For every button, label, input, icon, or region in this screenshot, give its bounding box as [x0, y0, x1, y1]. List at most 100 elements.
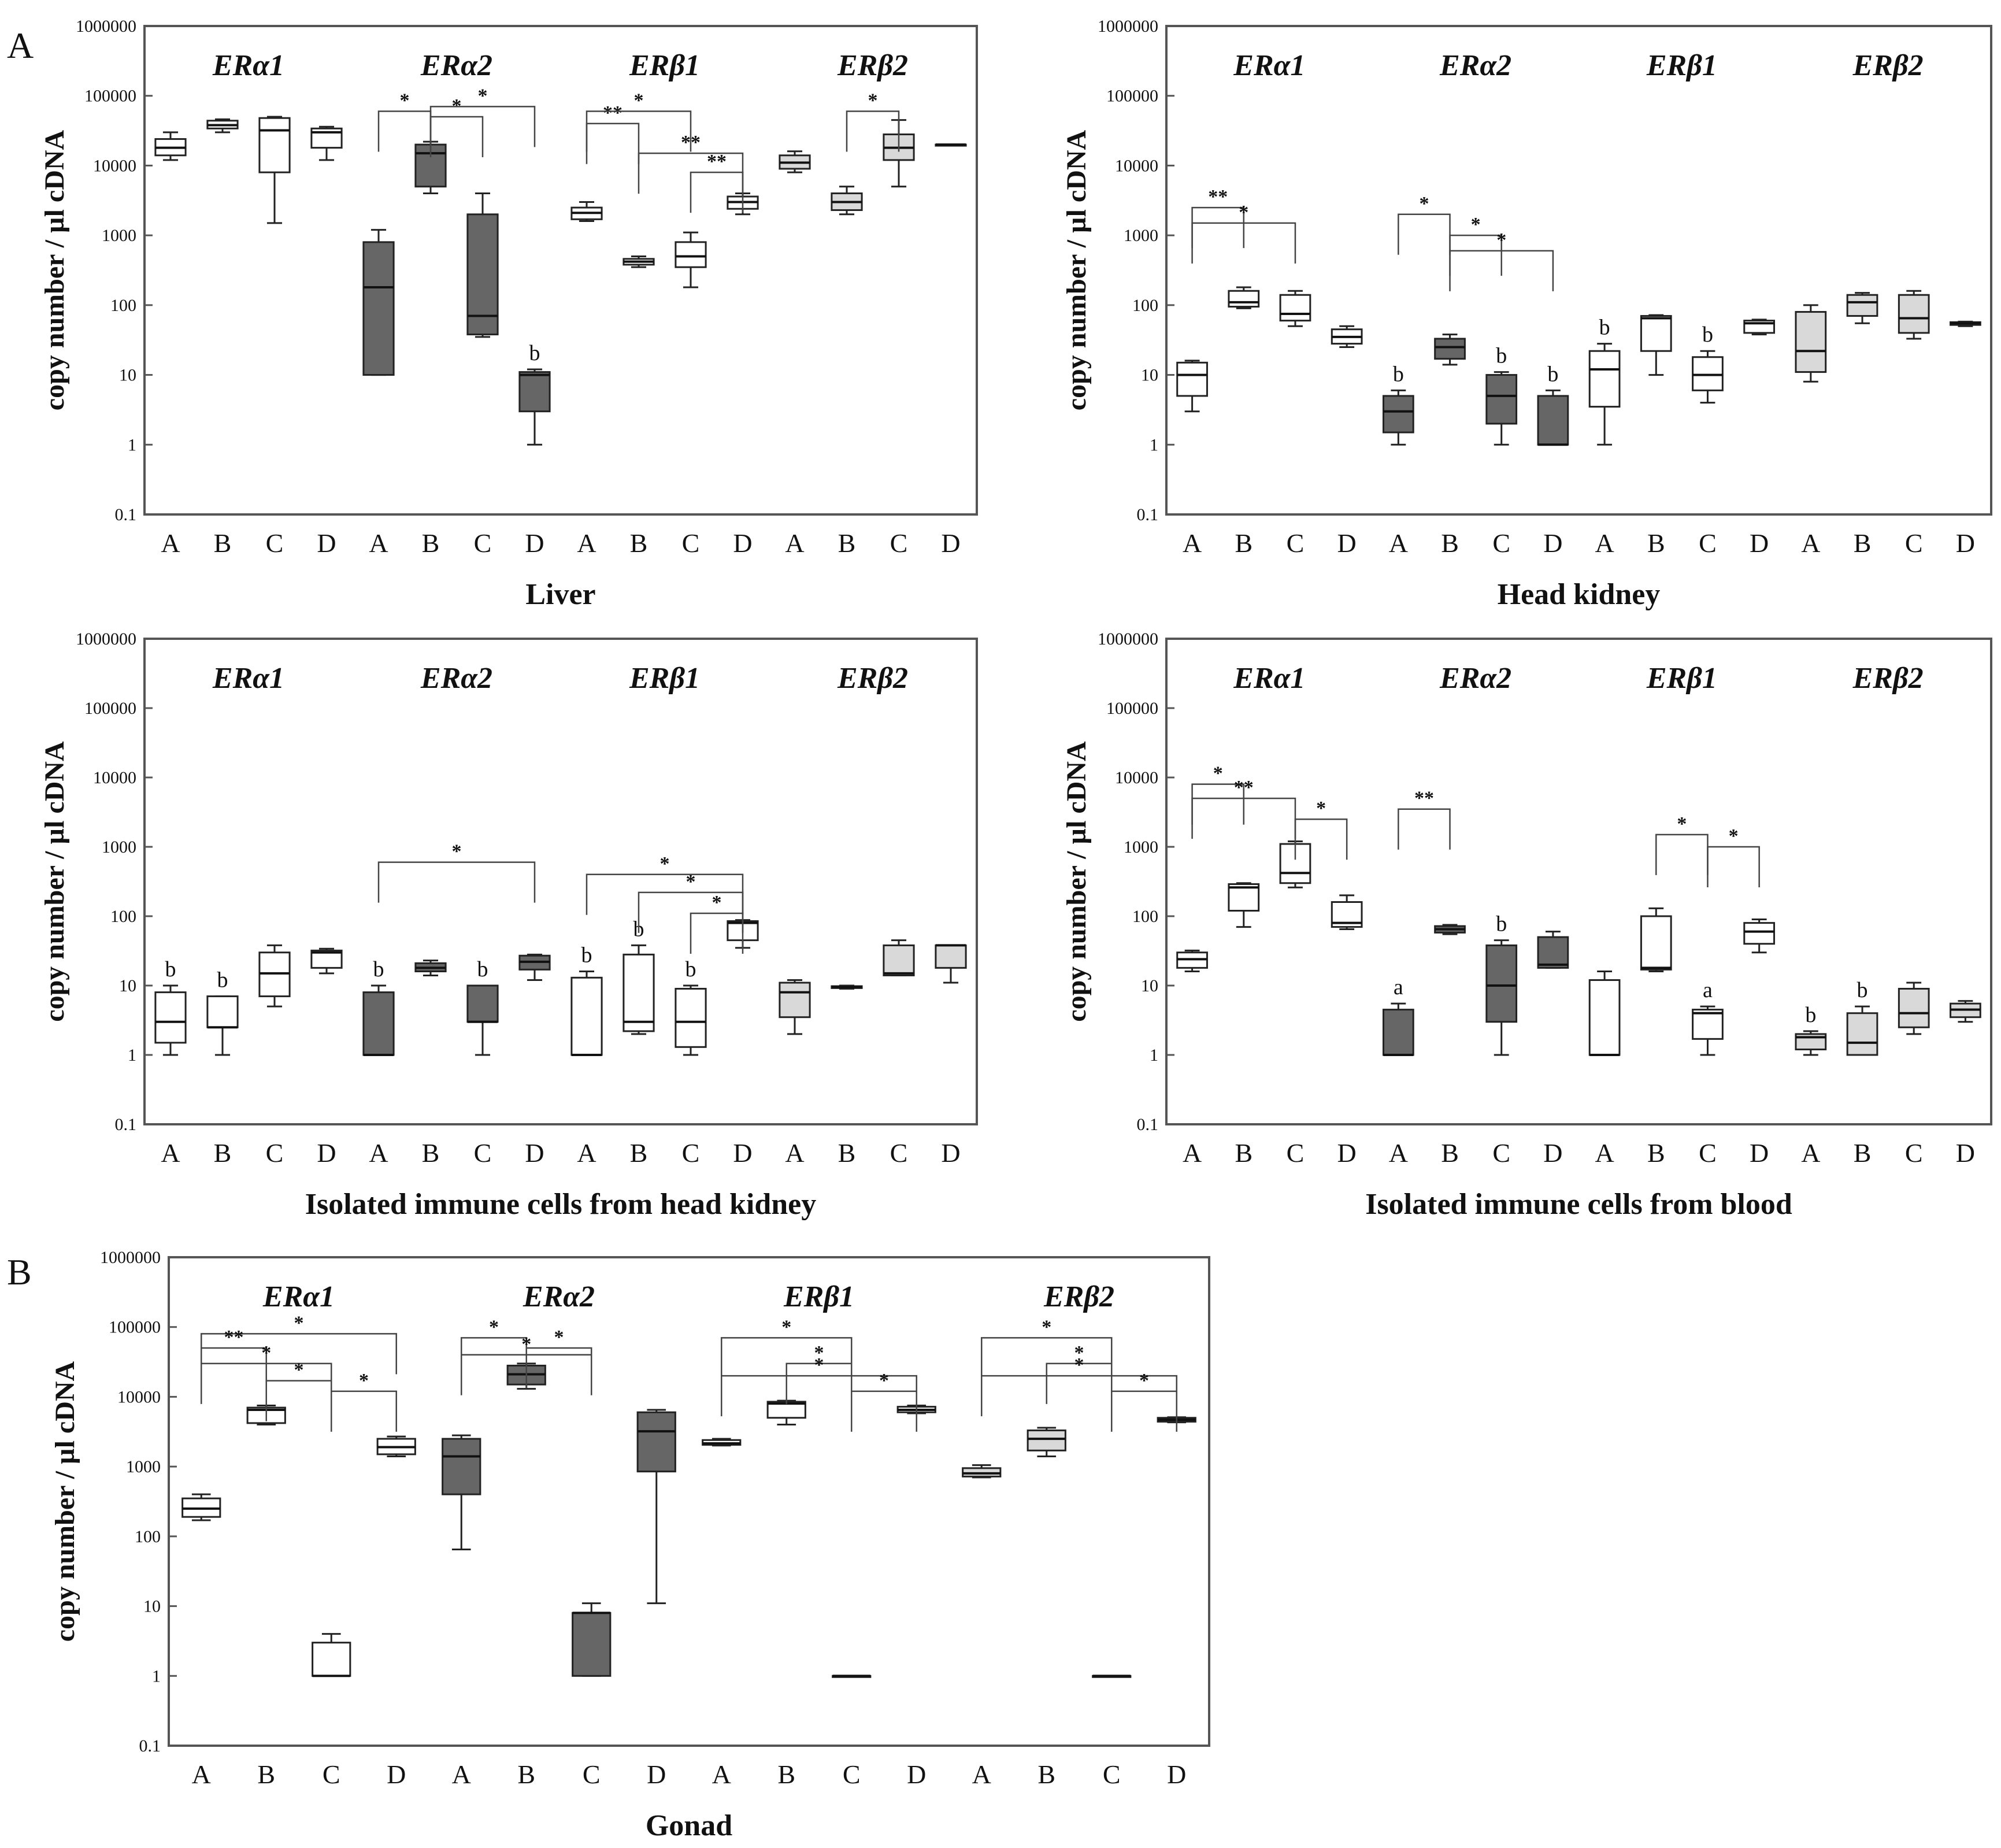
box-plot — [154, 131, 187, 161]
box-iqr — [1640, 315, 1672, 352]
box-iqr — [1228, 290, 1260, 308]
box-plot — [766, 1399, 806, 1425]
box-iqr — [1743, 922, 1776, 945]
box-plot — [935, 944, 967, 984]
gene-group-label: ERβ2 — [1043, 1280, 1114, 1313]
box-plot — [831, 984, 863, 990]
significance-mark: * — [261, 1342, 271, 1364]
significance-letter: b — [373, 957, 384, 982]
x-tick-label: D — [1543, 1138, 1562, 1168]
x-tick-label: A — [1595, 528, 1614, 558]
significance-letter: b — [1547, 362, 1558, 386]
y-tick-label: 1000000 — [100, 1248, 161, 1267]
x-tick-label: B — [838, 528, 856, 558]
significance-mark: ** — [1414, 788, 1434, 809]
x-tick-label: A — [577, 528, 596, 558]
box-plot — [1434, 924, 1466, 935]
y-tick-label: 100 — [110, 296, 136, 315]
x-tick-label: D — [941, 528, 960, 558]
box-iqr — [518, 371, 551, 413]
chart-head-kidney: 1000000 100000 10000 1000 100 10 1 0.1 copy numb… — [1061, 17, 1992, 611]
x-tick-label: D — [647, 1760, 666, 1789]
box-iqr — [1382, 395, 1414, 434]
x-tick-label: C — [1492, 528, 1510, 558]
significance-bracket: * — [1449, 229, 1554, 291]
x-tick-label: C — [474, 1138, 492, 1168]
box-plot — [1846, 292, 1878, 324]
box-iqr — [1846, 1012, 1878, 1056]
box-plot — [1092, 1675, 1132, 1678]
box-plot — [1640, 907, 1672, 973]
x-tick-label: D — [1750, 1138, 1769, 1168]
box-plot — [1228, 882, 1260, 928]
box-plot — [1743, 319, 1776, 336]
x-tick-label: C — [474, 528, 492, 558]
x-tick-label: A — [369, 528, 388, 558]
box-iqr — [572, 1612, 612, 1677]
significance-letter: b — [581, 943, 592, 968]
box-plot: b — [675, 957, 707, 1056]
box-plot — [362, 229, 395, 376]
box-iqr — [1485, 374, 1518, 425]
box-plot — [779, 979, 811, 1035]
x-tick-label: B — [422, 1138, 440, 1168]
box-plot — [831, 186, 863, 216]
bracket-line — [1191, 222, 1296, 264]
x-tick-label: A — [192, 1760, 211, 1789]
box-iqr — [154, 991, 187, 1044]
significance-bracket: ** — [1191, 186, 1245, 249]
x-tick-label: D — [525, 528, 544, 558]
box-plot: b — [1382, 362, 1414, 446]
y-tick-label: 10000 — [93, 768, 136, 787]
box-iqr — [258, 117, 291, 173]
box-plot — [442, 1434, 481, 1550]
significance-bracket: * — [1449, 214, 1502, 276]
gene-group-label: ERβ1 — [783, 1280, 854, 1313]
gene-group-label: ERα1 — [212, 49, 284, 82]
y-tick-label: 100000 — [84, 87, 136, 106]
y-tick-label: 10 — [119, 366, 136, 385]
box-plot — [1898, 290, 1930, 340]
box-plot — [1228, 286, 1260, 309]
box-plot — [1743, 918, 1776, 954]
bracket-line — [1111, 1390, 1177, 1432]
box-iqr — [1846, 294, 1878, 317]
box-plot — [310, 125, 343, 161]
significance-letter: b — [1393, 362, 1404, 386]
box-plot — [1588, 971, 1621, 1056]
panel-letter-b: B — [7, 1251, 32, 1293]
significance-letter: b — [1805, 1003, 1816, 1027]
significance-mark: * — [1239, 202, 1248, 223]
x-tick-label: C — [1103, 1760, 1121, 1789]
box-plot — [883, 939, 915, 976]
box-iqr — [1640, 915, 1672, 971]
x-tick-label: A — [1183, 1138, 1202, 1168]
x-tick-label: D — [1543, 528, 1562, 558]
significance-mark: * — [1316, 798, 1326, 819]
box-iqr — [1027, 1429, 1066, 1451]
significance-mark: * — [1213, 763, 1223, 784]
significance-mark: * — [1042, 1316, 1051, 1338]
box-plot — [310, 947, 343, 975]
bracket-line — [1046, 1362, 1113, 1404]
x-tick-label: A — [1183, 528, 1202, 558]
plot-frame — [168, 1256, 1210, 1747]
significance-bracket: * — [785, 1342, 853, 1404]
box-plot — [572, 1602, 612, 1677]
bracket-line — [1398, 808, 1451, 850]
y-tick-label: 1000 — [102, 838, 136, 857]
box-plot — [1537, 931, 1569, 969]
box-iqr — [1537, 395, 1569, 446]
y-tick-label: 100 — [1132, 907, 1158, 926]
x-tick-label: A — [785, 528, 804, 558]
y-tick-label: 1000000 — [1098, 629, 1158, 649]
significance-letter: b — [1857, 978, 1868, 1002]
significance-bracket: * — [1191, 202, 1296, 264]
significance-bracket: * — [1398, 193, 1451, 255]
significance-mark: * — [1729, 825, 1739, 847]
significance-mark: * — [660, 853, 670, 875]
y-tick-label: 1000000 — [76, 17, 136, 36]
plot-frame — [1165, 638, 1992, 1125]
y-tick-label: 1000 — [1124, 226, 1158, 245]
y-tick-label: 10 — [143, 1597, 161, 1616]
